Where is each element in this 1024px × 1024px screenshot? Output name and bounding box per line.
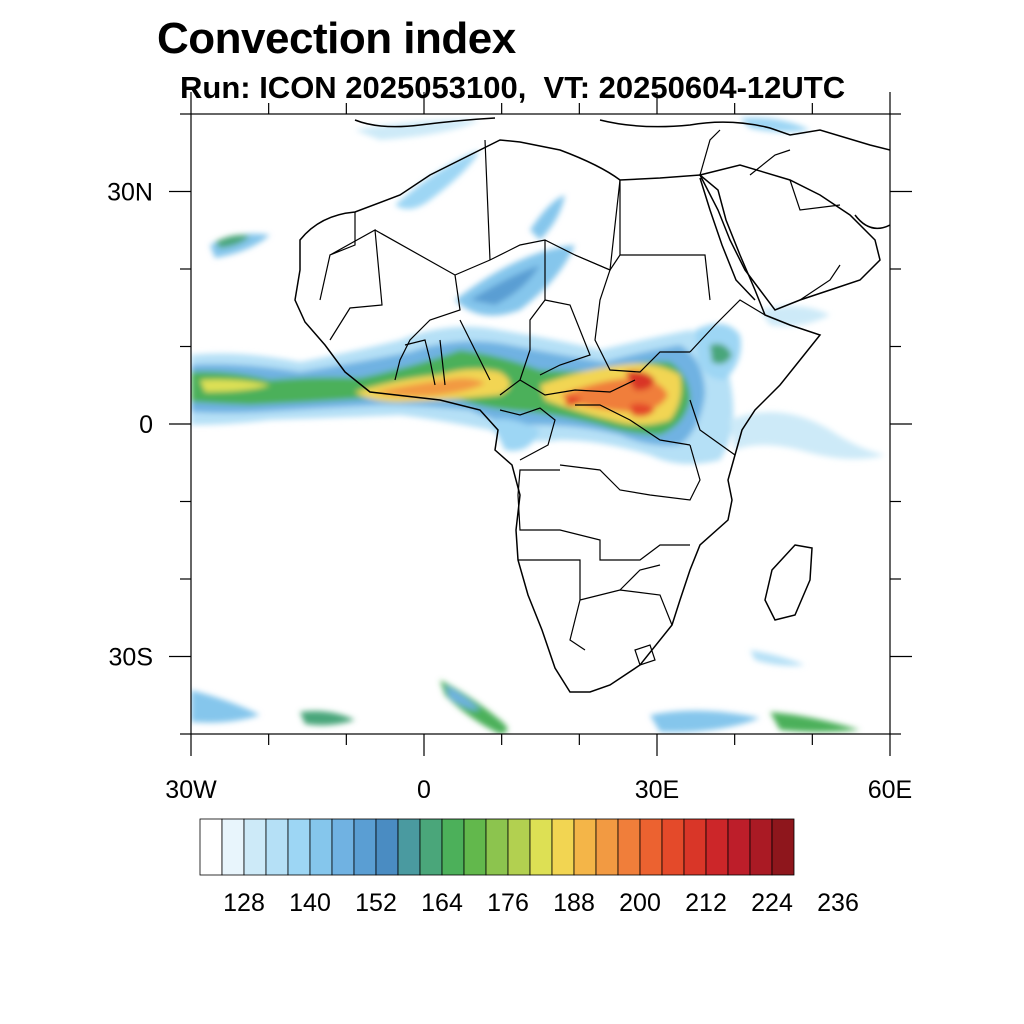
field-band-sahara-1 [395,150,480,209]
colorbar-box [309,818,333,876]
colorbar-label: 164 [421,889,463,917]
x-tick-label: 30E [635,776,679,804]
y-tick-label: 30N [107,179,153,207]
field-south-atlantic-sw [191,690,260,723]
x-tick-label: 0 [417,776,431,804]
field-band-med [355,119,480,140]
chart-title: Convection index [157,14,516,63]
colorbar-label: 188 [553,889,595,917]
colorbar: 128 140 152 164 176 188 200 212 224 236 [199,818,859,917]
country-borders [319,129,841,666]
colorbar-box [617,818,641,876]
field-arabia-light [760,306,830,327]
field-itcz-red-3 [630,403,655,417]
colorbar-box [573,818,597,876]
x-tick-label: 30W [165,776,217,804]
colorbar-box [551,818,575,876]
colorbar-box [485,818,509,876]
colorbar-label: 212 [685,889,727,917]
field-ethiopia-core [710,343,732,364]
mediterranean-north-coast [354,117,890,151]
colorbar-box [331,818,355,876]
colorbar-box [375,818,399,876]
field-band-europe [740,117,810,133]
colorbar-label: 236 [817,889,859,917]
colorbar-box [199,818,223,876]
field-east-africa [730,412,885,459]
colorbar-box [353,818,377,876]
field-itcz-red [625,371,655,391]
colorbar-box [727,818,751,876]
convection-field [191,117,885,734]
y-tick-label: 30S [109,644,153,672]
colorbar-box [771,818,795,876]
field-itcz-orange [375,378,485,397]
x-tick-label: 60E [868,776,912,804]
field-band-sahel-west-core [470,265,540,305]
colorbar-box [463,818,487,876]
colorbar-box [705,818,729,876]
colorbar-box [419,818,443,876]
coastlines [294,117,890,693]
field-itcz-yellow [200,379,270,392]
colorbar-box [529,818,553,876]
colorbar-box [749,818,773,876]
colorbar-box [639,818,663,876]
colorbar-box [243,818,267,876]
colorbar-box [287,818,311,876]
colorbar-label: 128 [223,889,265,917]
persian-gulf [854,214,890,230]
africa-coastline [294,139,822,693]
field-equatorial-atlantic [490,418,540,451]
field-band-sahara-2 [530,195,565,240]
colorbar-label: 140 [289,889,331,917]
colorbar-box [397,818,421,876]
colorbar-box [441,818,465,876]
colorbar-label: 152 [355,889,397,917]
field-south-indian-3 [750,650,805,666]
colorbar-box [221,818,245,876]
red-sea-west [699,177,756,301]
arabian-peninsula [698,164,881,311]
y-tick-label: 0 [139,411,153,439]
colorbar-box [683,818,707,876]
colorbar-label: 176 [487,889,529,917]
colorbar-box [265,818,289,876]
field-south-indian-1 [650,710,760,733]
colorbar-box [661,818,685,876]
colorbar-box [595,818,619,876]
colorbar-box [507,818,531,876]
map-ticks: 30W 0 30E 60E 30N 0 30S [107,92,912,804]
field-south-atlantic-1 [300,711,355,726]
chart-subtitle: Run: ICON 2025053100, VT: 20250604-12UTC [180,70,846,105]
field-band-north-atlantic-green [215,234,250,248]
field-south-atlantic-2b [445,685,480,711]
field-itcz-red-2 [565,396,582,406]
field-south-indian-2 [770,712,860,732]
colorbar-label: 224 [751,889,793,917]
colorbar-label: 200 [619,889,661,917]
madagascar [764,544,813,621]
